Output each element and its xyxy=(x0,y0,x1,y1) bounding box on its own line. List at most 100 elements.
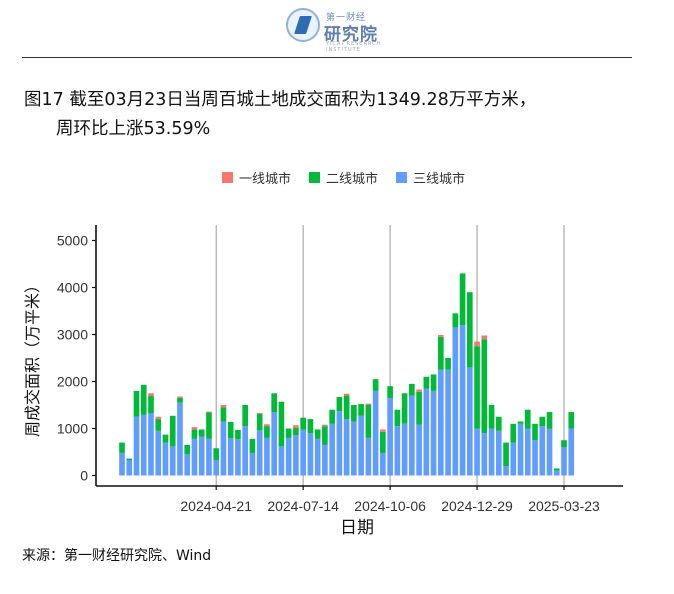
bar-segment xyxy=(445,369,451,476)
bar-segment xyxy=(220,421,227,476)
logo-badge-icon xyxy=(286,8,320,42)
bar-segment xyxy=(213,448,220,460)
bar-segment xyxy=(227,438,234,476)
bar-segment xyxy=(481,433,488,476)
bar-segment xyxy=(553,468,560,471)
bar-segment xyxy=(387,397,393,476)
bar-segment xyxy=(314,438,321,476)
bar-segment xyxy=(423,388,430,476)
bar-segment xyxy=(532,440,538,476)
bar-segment xyxy=(517,423,524,476)
legend-swatch-tier2 xyxy=(309,172,321,183)
bar-segment xyxy=(343,395,350,420)
x-tick-label: 2024-12-29 xyxy=(441,498,513,514)
bar-segment xyxy=(184,444,191,455)
bar-segment xyxy=(365,437,372,476)
bar-segment xyxy=(423,376,430,389)
bar-segment xyxy=(300,417,306,430)
title-line-1: 图17 截至03月23日当周百城土地成交面积为1349.28万平方米， xyxy=(24,90,537,110)
bar-segment xyxy=(365,403,372,405)
bar-segment xyxy=(466,367,473,476)
bar-segment xyxy=(235,439,241,476)
legend-item-tier2: 二线城市 xyxy=(309,168,378,187)
figure-title: 图17 截至03月23日当周百城土地成交面积为1349.28万平方米， 周环比上… xyxy=(24,86,644,144)
bar-segment xyxy=(184,454,191,476)
bar-segment xyxy=(227,421,234,439)
y-tick-label: 4000 xyxy=(57,280,88,296)
bar-segment xyxy=(380,431,386,453)
bar-segment xyxy=(495,430,502,476)
bar-segment xyxy=(126,459,133,476)
bar-segment xyxy=(322,426,328,445)
bar-segment xyxy=(133,416,140,476)
bar-segment xyxy=(285,428,292,438)
bar-segment xyxy=(503,442,509,467)
bar-segment xyxy=(155,416,162,420)
bar-segment xyxy=(372,379,379,391)
bar-segment xyxy=(568,428,575,476)
bar-segment xyxy=(177,397,183,403)
y-tick-label: 1000 xyxy=(57,421,88,437)
bar-segment xyxy=(358,415,364,476)
bar-segment xyxy=(510,423,517,443)
bar-segment xyxy=(365,405,372,438)
bar-segment xyxy=(322,424,328,427)
bar-segment xyxy=(438,334,444,337)
bar-segment xyxy=(539,416,546,427)
bar-segment xyxy=(155,430,162,476)
bar-segment xyxy=(249,452,256,476)
bar-segment xyxy=(278,446,285,476)
legend-label-tier1: 一线城市 xyxy=(239,172,292,187)
bar-segment xyxy=(416,389,422,392)
y-tick-label: 0 xyxy=(80,468,88,484)
bar-segment xyxy=(169,415,176,447)
bar-segment xyxy=(438,336,444,370)
bar-segment xyxy=(213,459,220,476)
legend-label-tier2: 二线城市 xyxy=(326,172,379,187)
bar-segment xyxy=(220,407,227,422)
bar-segment xyxy=(351,421,357,476)
bar-segment xyxy=(119,442,125,453)
bar-segment xyxy=(162,434,169,443)
logo-small-text: 第一财经 xyxy=(326,13,367,23)
bar-segment xyxy=(445,358,451,370)
legend-swatch-tier3 xyxy=(396,172,408,183)
bar-segment xyxy=(474,428,480,476)
bar-segment xyxy=(191,438,198,476)
bar-segment xyxy=(409,395,415,476)
bar-segment xyxy=(474,346,480,429)
bar-segment xyxy=(358,404,364,416)
bar-segment xyxy=(169,446,176,476)
x-tick-label: 2024-10-06 xyxy=(354,498,426,514)
bar-segment xyxy=(206,411,212,413)
bar-segment xyxy=(155,419,162,431)
y-axis-title: 周成交面积（万平米） xyxy=(23,277,42,437)
header-divider xyxy=(22,57,632,58)
bar-segment xyxy=(206,412,212,439)
bar-segment xyxy=(409,383,415,396)
bar-segment xyxy=(532,423,538,441)
bar-segment xyxy=(481,339,488,434)
bar-segment xyxy=(459,325,466,476)
bar-segment xyxy=(133,390,140,417)
bar-segment xyxy=(126,458,133,460)
bar-segment xyxy=(401,393,408,424)
bar-segment xyxy=(351,405,357,422)
bar-segment xyxy=(191,429,198,439)
bar-segment xyxy=(495,416,502,431)
bar-segment xyxy=(329,423,335,476)
bar-segment xyxy=(242,405,249,427)
bar-segment xyxy=(285,437,292,476)
bar-segment xyxy=(524,428,531,476)
bar-segment xyxy=(372,390,379,476)
bar-segment xyxy=(336,397,343,412)
bar-segment xyxy=(568,412,575,429)
bar-segment xyxy=(198,429,205,437)
bar-segment xyxy=(561,447,567,476)
bar-segment xyxy=(394,426,401,476)
bar-segment xyxy=(293,428,299,436)
bar-segment xyxy=(220,405,227,408)
source-note: 来源：第一财经研究院、Wind xyxy=(22,548,212,564)
bar-segment xyxy=(387,386,393,398)
bar-segment xyxy=(140,414,147,476)
